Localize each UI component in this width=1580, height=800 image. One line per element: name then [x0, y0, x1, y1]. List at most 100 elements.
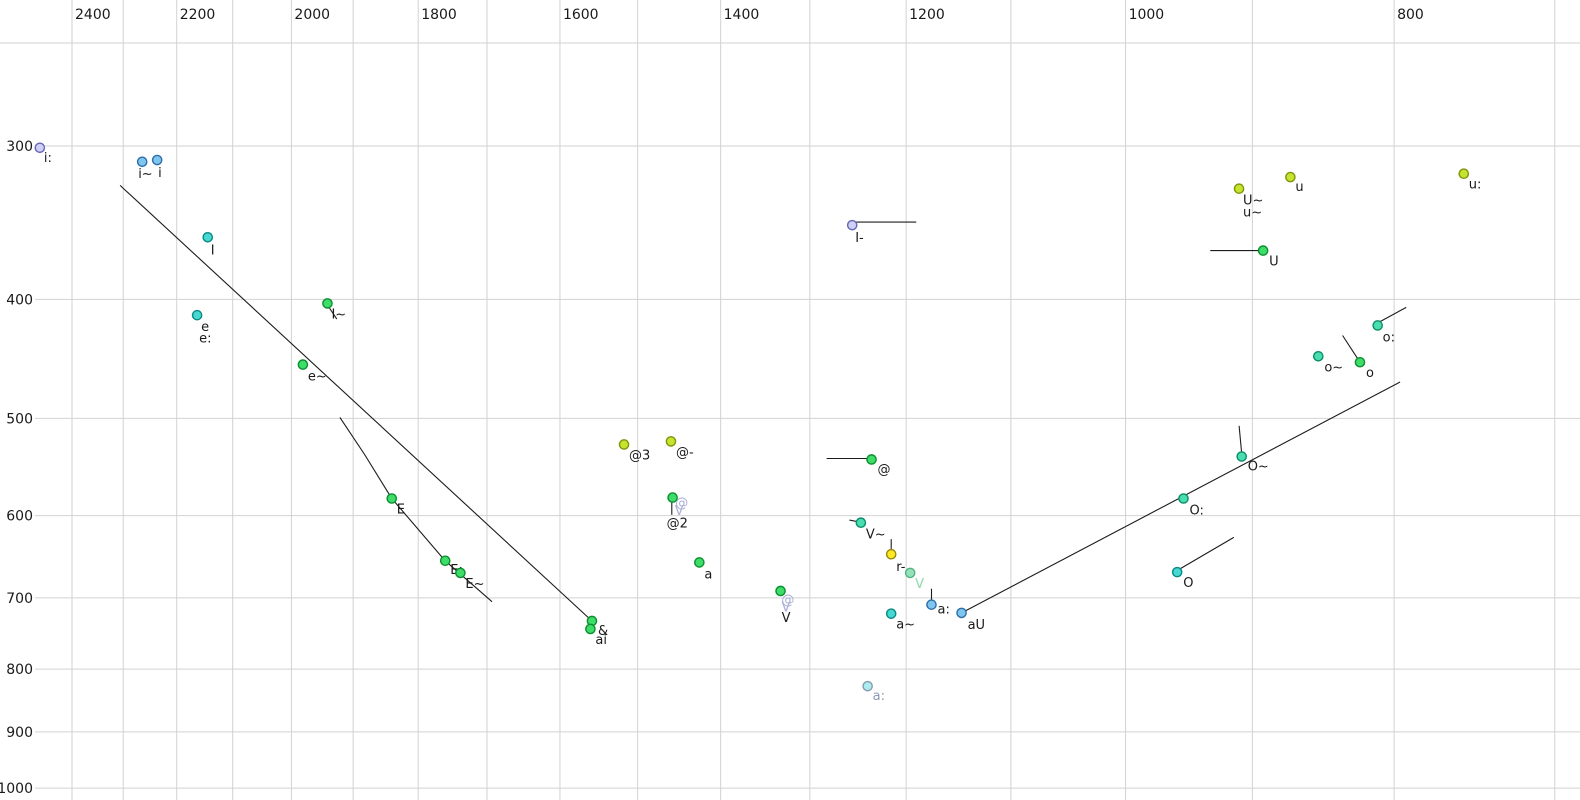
data-point-a:-24[interactable] [926, 599, 937, 610]
point-label-@3-13: @3 [629, 448, 650, 463]
point-label-a:-26: a: [873, 689, 885, 704]
y-tick-1000: 1000 [0, 781, 33, 797]
data-point-O:-27[interactable] [1178, 493, 1189, 504]
E-trajectory [339, 417, 493, 603]
o:-whisker [1377, 306, 1407, 324]
data-point-r--21[interactable] [885, 548, 897, 560]
point-label-i~-1: i~ [138, 167, 153, 182]
data-point-V-17[interactable] [775, 585, 786, 597]
point-label-o:-32: o: [1383, 330, 1395, 345]
data-point-V~-20[interactable] [855, 517, 867, 529]
y-tick-800: 800 [6, 662, 33, 678]
data-point-i~-1[interactable] [136, 156, 148, 168]
x-tick-1400: 1400 [724, 7, 760, 23]
ai-trajectory [119, 184, 593, 622]
data-point-V-22[interactable] [904, 567, 916, 579]
y-tick-bg-1000 [0, 779, 35, 797]
x-tick-2000: 2000 [294, 7, 330, 23]
data-point-E:-9[interactable] [439, 555, 451, 567]
point-label-I~-6: I~ [331, 307, 346, 322]
data-point-ai-12[interactable] [585, 623, 596, 635]
point-label-e:-5: e: [199, 331, 211, 346]
x-tick-2400: 2400 [75, 7, 111, 23]
data-point-E-8[interactable] [386, 493, 398, 504]
data-point-I--18[interactable] [846, 219, 858, 231]
data-point-e-4[interactable] [191, 309, 203, 321]
data-point-@3-13[interactable] [618, 439, 630, 450]
data-point-aU-25[interactable] [956, 607, 967, 619]
point-label-r--21: r- [896, 560, 906, 575]
trajectories-layer [119, 184, 1407, 622]
data-point-i-2[interactable] [151, 154, 163, 166]
y-tick-bg-800 [0, 660, 35, 678]
data-point-O~-28[interactable] [1236, 451, 1248, 462]
point-label-I-3: I [211, 243, 215, 258]
point-label-i:-0: i: [44, 151, 52, 166]
point-label-V-17: V [782, 611, 791, 626]
point-label-aU-25: aU [968, 618, 985, 633]
data-point-E~-10[interactable] [455, 567, 466, 579]
point-label-@2-15: @2 [667, 517, 688, 532]
point-label-O-29: O [1183, 576, 1193, 591]
y-tick-bg-900 [0, 722, 35, 740]
data-point-@--14[interactable] [665, 436, 677, 447]
data-point-o:-32[interactable] [1372, 320, 1383, 331]
point-label-a-16: a [704, 567, 712, 582]
data-point-o~-30[interactable] [1313, 350, 1324, 362]
data-point-e~-7[interactable] [297, 359, 309, 370]
data-point-u:-37[interactable] [1458, 168, 1470, 180]
data-point-u-35[interactable] [1285, 171, 1296, 183]
point-label-o-31: o [1366, 366, 1374, 381]
x-tick-1600: 1600 [563, 7, 599, 23]
point-label-@--14: @- [676, 445, 694, 460]
data-point-i:-0[interactable] [34, 142, 46, 154]
point-label-E~-10: E~ [465, 577, 484, 592]
axis-ticks-layer: 2400 2200 2000 1800 1600 1400 1200 1000 800 300 40… [0, 7, 1424, 797]
point-label-u:-37: u: [1469, 178, 1482, 193]
y-tick-900: 900 [6, 725, 33, 741]
y-tick-500: 500 [6, 411, 33, 427]
data-point-a~-23[interactable] [885, 608, 897, 619]
data-point-I-3[interactable] [202, 231, 214, 243]
y-tick-300: 300 [6, 139, 33, 155]
data-point-o-31[interactable] [1354, 356, 1366, 368]
x-tick-1200: 1200 [909, 7, 945, 23]
data-point-U-36[interactable] [1257, 245, 1269, 256]
point-label-u~-34: u~ [1243, 206, 1262, 221]
O-whisker [1176, 536, 1235, 571]
data-point-a-16[interactable] [694, 557, 705, 568]
O~-whisker [1238, 425, 1243, 454]
point-label-U~-33: U~ [1243, 194, 1263, 209]
data-point-@2-15[interactable] [667, 492, 678, 503]
y-tick-bg-400 [0, 290, 35, 308]
point-label-O:-27: O: [1189, 504, 1203, 519]
point-label-a~-23: a~ [896, 618, 915, 633]
point-label-E-8: E [397, 503, 405, 518]
point-label-I--18: I- [855, 231, 864, 246]
y-tick-bg-600 [0, 506, 35, 524]
point-label-O~-28: O~ [1248, 460, 1269, 475]
point-label-e~-7: e~ [308, 370, 327, 385]
data-point-a:-26[interactable] [862, 680, 873, 692]
y-tick-700: 700 [6, 591, 33, 607]
y-tick-bg-500 [0, 409, 35, 427]
point-label-V-22: V [915, 577, 924, 592]
data-point-O-29[interactable] [1171, 566, 1183, 578]
point-label-V~-20: V~ [866, 528, 886, 543]
data-point-U~-33[interactable] [1233, 183, 1245, 194]
point-label-o~-30: o~ [1324, 360, 1343, 375]
x-tick-2200: 2200 [180, 7, 216, 23]
point-label-a:-24: a: [937, 603, 949, 618]
data-point-I~-6[interactable] [322, 298, 333, 309]
x-tick-1800: 1800 [421, 7, 457, 23]
y-tick-600: 600 [6, 509, 33, 525]
ghost-token-@-40: @ [781, 593, 794, 608]
x-tick-1000: 1000 [1129, 7, 1165, 23]
data-points-layer: i:i~iIee:I~e~EE:E~&ai@3@-@2aVI-@V~r-Va~a… [34, 142, 1482, 704]
point-label-e-4: e [201, 320, 209, 335]
point-label-@-19: @ [878, 462, 891, 477]
data-point-@-19[interactable] [866, 454, 877, 465]
point-label-&-11: & [598, 624, 608, 639]
